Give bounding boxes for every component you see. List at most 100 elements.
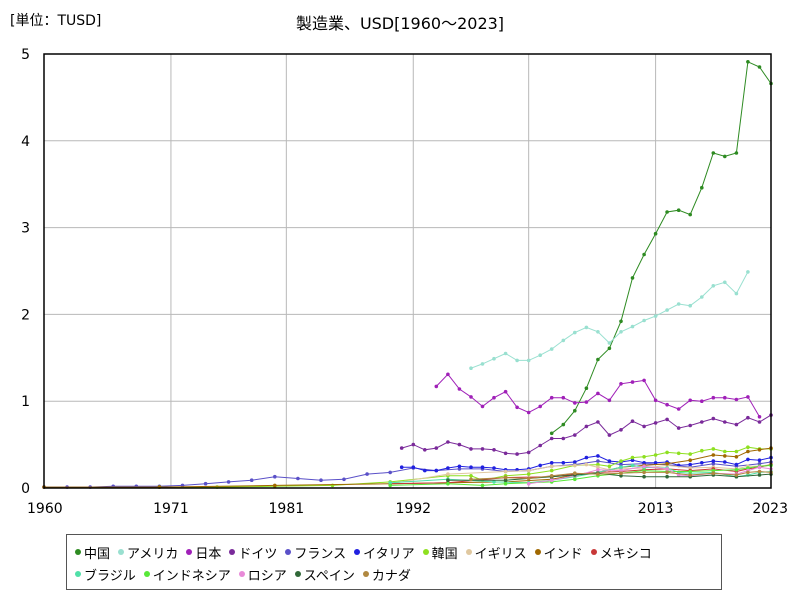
data-point (596, 391, 600, 396)
data-point (388, 481, 393, 485)
x-tick-label: 2002 (511, 501, 547, 517)
data-point (711, 453, 716, 457)
data-point (503, 481, 508, 486)
data-point (630, 419, 635, 424)
data-point (549, 436, 554, 441)
legend-label: ロシア (247, 568, 287, 584)
data-point (584, 325, 589, 330)
data-point (665, 461, 669, 466)
data-point (573, 401, 577, 405)
data-point (711, 284, 716, 288)
x-tick-label: 1992 (395, 501, 431, 517)
data-point (596, 462, 600, 467)
data-point (711, 416, 716, 421)
data-point (526, 358, 531, 363)
legend-marker (118, 549, 125, 555)
data-point (549, 464, 554, 469)
data-point (757, 458, 762, 463)
data-point (619, 330, 623, 334)
data-point (538, 353, 542, 358)
legend-item: 中国 (75, 543, 110, 562)
data-point (226, 480, 231, 484)
data-point (746, 470, 750, 475)
data-point (688, 462, 692, 467)
data-point (746, 445, 750, 450)
data-point (676, 208, 681, 212)
data-point (607, 464, 612, 469)
data-point (526, 450, 531, 455)
data-point (411, 442, 416, 447)
data-point (619, 319, 623, 324)
data-point (619, 459, 623, 463)
data-point (619, 462, 623, 467)
data-point (480, 362, 485, 366)
data-point (273, 474, 277, 479)
data-point (630, 276, 635, 280)
data-point (503, 389, 508, 394)
legend-item: アメリカ (118, 543, 178, 562)
line-chart: 0 1 2 3 4 5 1960 1971 1981 1992 2002 2013 2023 (21, 47, 788, 517)
chart-title: 製造業、USD[1960～2023] (295, 14, 505, 33)
data-point (676, 451, 681, 456)
legend-marker (590, 549, 597, 555)
data-point (757, 461, 762, 466)
data-point (399, 446, 404, 450)
data-point (676, 426, 681, 430)
data-point (469, 477, 473, 482)
data-point (434, 384, 439, 389)
data-point (734, 449, 739, 454)
data-point (388, 483, 393, 488)
data-point (757, 448, 762, 452)
data-point (723, 154, 727, 159)
x-tick-label: 1981 (269, 501, 305, 517)
data-point (596, 468, 600, 472)
data-point (411, 465, 416, 470)
data-point (734, 473, 739, 477)
data-point (676, 302, 681, 306)
data-point (757, 420, 762, 424)
data-point (723, 454, 727, 458)
legend-item: 日本 (186, 543, 221, 562)
data-point (688, 469, 692, 474)
x-tick-label: 2023 (752, 501, 788, 517)
data-point (549, 395, 554, 400)
data-point (700, 399, 704, 404)
data-point (492, 466, 496, 470)
data-point (642, 461, 646, 465)
data-point (538, 443, 542, 448)
legend-marker (229, 549, 236, 555)
legend-item: インド (534, 543, 583, 562)
data-point (723, 449, 727, 454)
y-tick-label: 4 (21, 134, 30, 150)
data-point (665, 467, 669, 471)
legend: 中国 アメリカ 日本 ドイツ フランス イタリア 韓国 イギリス インド メキシコ ブラジル インド… (66, 534, 722, 590)
data-point (503, 478, 508, 483)
data-point (561, 395, 566, 400)
legend-label: 日本 (195, 546, 222, 562)
data-point (584, 424, 589, 429)
data-point (757, 465, 762, 470)
data-point (734, 291, 739, 296)
data-point (526, 472, 531, 476)
legend-item: カナダ (362, 565, 411, 584)
data-point (688, 398, 692, 403)
data-point (480, 404, 485, 409)
data-point (688, 466, 692, 470)
data-point (549, 431, 554, 436)
data-point (561, 422, 566, 427)
data-point (607, 346, 612, 351)
data-point (573, 330, 577, 335)
data-point (642, 455, 646, 459)
legend-marker (143, 571, 150, 577)
legend-marker (75, 549, 81, 555)
legend-item: スペイン (294, 565, 355, 584)
data-point (734, 468, 739, 472)
data-point (676, 407, 681, 411)
data-point (549, 478, 554, 483)
legend-marker (186, 549, 193, 555)
legend-item: メキシコ (590, 543, 652, 562)
data-point (757, 469, 762, 474)
series-2 (434, 372, 762, 419)
data-point (688, 303, 692, 308)
data-point (446, 472, 450, 476)
